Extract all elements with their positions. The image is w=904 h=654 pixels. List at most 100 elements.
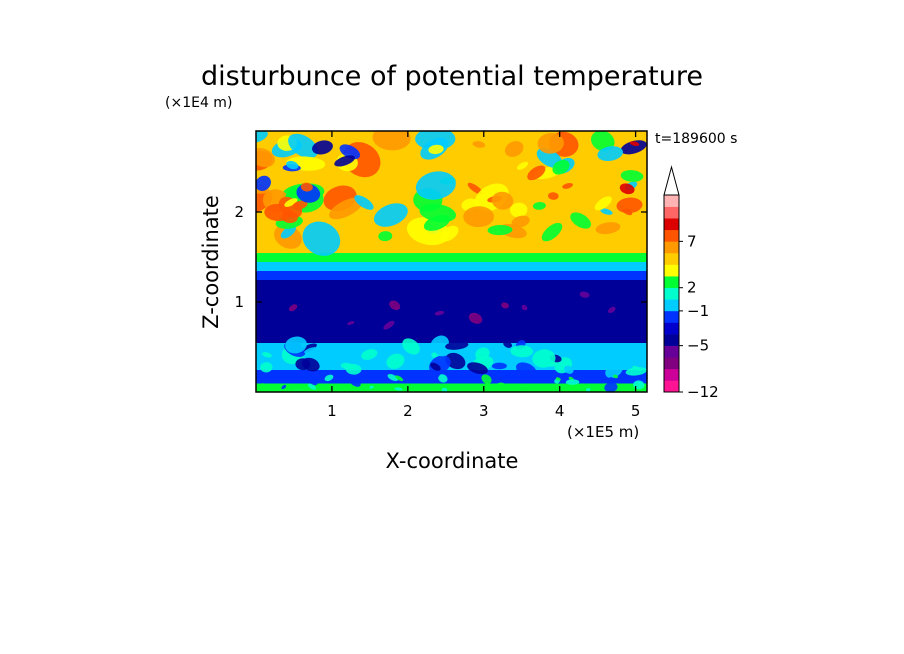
field-blob-123 <box>260 362 273 373</box>
field-blob-27 <box>288 133 319 159</box>
field-blob-58 <box>491 191 514 210</box>
colorbar-label-4: −12 <box>687 383 719 401</box>
field-blob-60 <box>264 203 293 222</box>
y-axis-label: Z-coordinate <box>199 195 223 329</box>
x-axis: 1 2 3 4 5 <box>327 131 640 420</box>
field-blob-96 <box>402 338 420 355</box>
y-axis: 12 <box>234 203 647 311</box>
field-blob-113 <box>516 362 537 378</box>
colorbar-segment-9 <box>664 276 679 289</box>
field-blob-149 <box>394 387 403 391</box>
colorbar-segment-16 <box>664 195 679 207</box>
field-blob-68 <box>532 201 546 210</box>
field-blob-140 <box>281 384 287 390</box>
x-axis-label: X-coordinate <box>386 449 519 473</box>
field-blob-91 <box>288 304 298 312</box>
field-blob-71 <box>597 146 624 162</box>
field-blob-86 <box>468 312 483 324</box>
field-blob-99 <box>563 365 574 374</box>
field-blob-25 <box>280 225 297 239</box>
field-blob-108 <box>445 352 466 370</box>
field-blob-83 <box>562 182 574 189</box>
x-tick-label-0: 1 <box>327 402 337 420</box>
colorbar-segment-6 <box>664 310 679 323</box>
colorbar-label-3: −5 <box>687 337 709 355</box>
field-blob-126 <box>510 345 534 358</box>
field-blob-88 <box>434 310 445 316</box>
colorbar-segment-12 <box>664 241 679 254</box>
field-blob-161 <box>483 387 490 392</box>
colorbar-segment-10 <box>664 264 679 277</box>
colorbar-label-2: −1 <box>687 302 709 320</box>
field-blob-62 <box>292 200 308 210</box>
field-layer-6 <box>256 252 647 262</box>
field-blob-39 <box>595 222 621 235</box>
field-blob-116 <box>491 362 507 370</box>
field-blob-72 <box>312 140 333 155</box>
colorbar-segment-13 <box>664 229 679 242</box>
field-blob-79 <box>286 160 299 170</box>
field-blob-82 <box>629 141 640 147</box>
field-blob-132 <box>532 349 556 368</box>
field-blob-125 <box>605 362 623 379</box>
x-tick-label-3: 4 <box>555 402 565 420</box>
field-blob-90 <box>383 320 395 330</box>
colorbar-segment-15 <box>664 206 679 219</box>
field-layer-0 <box>256 383 647 392</box>
field-blob-112 <box>302 357 320 372</box>
field-blob-67 <box>541 222 563 242</box>
x-tick-label-4: 5 <box>631 402 641 420</box>
field-blob-89 <box>347 321 355 325</box>
colorbar-segment-0 <box>664 380 679 393</box>
field-blob-64 <box>419 203 457 223</box>
colorbar-segment-2 <box>664 357 679 370</box>
field-blob-46 <box>620 170 644 182</box>
colorbar-segment-1 <box>664 368 679 381</box>
field-blob-129 <box>345 364 362 375</box>
field-blob-36 <box>570 212 591 229</box>
field-blob-28 <box>415 131 456 151</box>
field-blob-92 <box>579 291 590 298</box>
field-blob-160 <box>441 387 448 392</box>
field-blob-120 <box>361 349 378 360</box>
field-blob-157 <box>555 377 561 381</box>
field-blob-3 <box>467 182 483 195</box>
colorbar-label-1: 2 <box>687 279 697 297</box>
field-blob-128 <box>445 341 469 350</box>
colorbar-segment-7 <box>664 299 679 312</box>
colorbar-segment-14 <box>664 218 679 231</box>
field-blob-65 <box>428 144 444 155</box>
field-blob-78 <box>334 155 355 167</box>
plot-frame <box>255 130 648 393</box>
field-blob-80 <box>619 183 635 195</box>
field-blob-42 <box>590 131 615 152</box>
field-blob-150 <box>608 377 613 381</box>
field-blob-87 <box>521 304 528 311</box>
field-blob-104 <box>403 361 420 370</box>
field-blob-138 <box>431 373 441 381</box>
field-blob-165 <box>481 374 492 384</box>
field-blob-77 <box>256 175 271 191</box>
field-blob-17 <box>600 208 613 215</box>
colorbar-segment-8 <box>664 287 679 300</box>
field-blob-38 <box>378 231 393 242</box>
y-tick-label-1: 2 <box>234 203 244 221</box>
colorbar-extend-arrow <box>663 165 680 196</box>
field-blob-81 <box>300 182 313 192</box>
field-blob-124 <box>435 345 449 357</box>
colorbar-segment-5 <box>664 322 679 335</box>
colorbar-segment-4 <box>664 334 679 346</box>
colorbar: 7 2 −1 −5 −12 <box>663 165 719 401</box>
field-blob-130 <box>503 340 513 348</box>
field-blob-22 <box>487 225 513 236</box>
field-blob-5 <box>509 202 528 218</box>
field-blob-148 <box>309 378 318 386</box>
x-tick-label-1: 2 <box>403 402 413 420</box>
field-blob-57 <box>472 141 486 148</box>
field-blob-164 <box>324 374 334 382</box>
field-blob-94 <box>501 302 509 309</box>
field-blob-143 <box>348 376 361 387</box>
field-blob-66 <box>552 159 570 175</box>
field-blob-162 <box>261 383 267 388</box>
field-blob-163 <box>295 386 301 390</box>
